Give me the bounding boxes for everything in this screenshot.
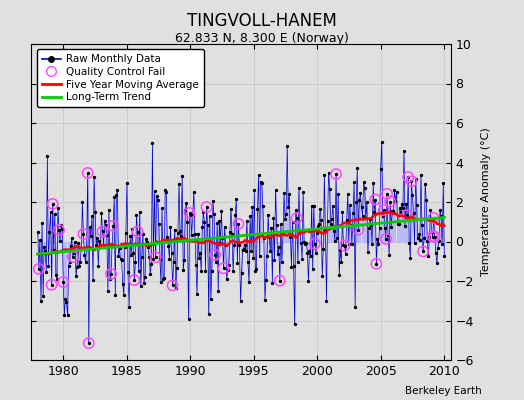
Text: TINGVOLL-HANEM: TINGVOLL-HANEM [187,12,337,30]
Point [419,248,427,255]
Point [168,282,177,289]
Point [403,212,411,218]
Point [99,228,107,235]
Point [59,279,68,285]
Point [55,227,63,233]
Point [292,215,301,221]
Point [109,222,117,229]
Point [404,174,412,180]
Point [134,228,142,235]
Point [185,210,194,216]
Point [79,231,88,237]
Point [429,234,437,240]
Point [276,278,284,284]
Point [379,207,388,214]
Point [130,277,138,283]
Point [35,266,43,272]
Point [311,240,319,247]
Point [332,171,340,177]
Point [83,170,92,176]
Point [372,261,380,267]
Point [47,282,56,288]
Point [69,254,77,260]
Point [383,191,391,197]
Point [340,242,348,249]
Point [430,215,438,221]
Point [151,254,160,260]
Y-axis label: Temperature Anomaly (°C): Temperature Anomaly (°C) [481,128,491,276]
Point [107,271,115,277]
Point [202,204,211,210]
Point [431,234,439,240]
Point [381,236,390,242]
Text: 62.833 N, 8.300 E (Norway): 62.833 N, 8.300 E (Norway) [175,32,349,45]
Point [234,221,243,227]
Point [48,201,57,207]
Legend: Raw Monthly Data, Quality Control Fail, Five Year Moving Average, Long-Term Tren: Raw Monthly Data, Quality Control Fail, … [37,49,204,108]
Point [371,196,379,203]
Point [220,265,228,272]
Point [386,198,395,205]
Point [211,252,219,258]
Point [354,226,363,233]
Point [407,178,416,184]
Point [84,340,93,346]
Text: Berkeley Earth: Berkeley Earth [406,386,482,396]
